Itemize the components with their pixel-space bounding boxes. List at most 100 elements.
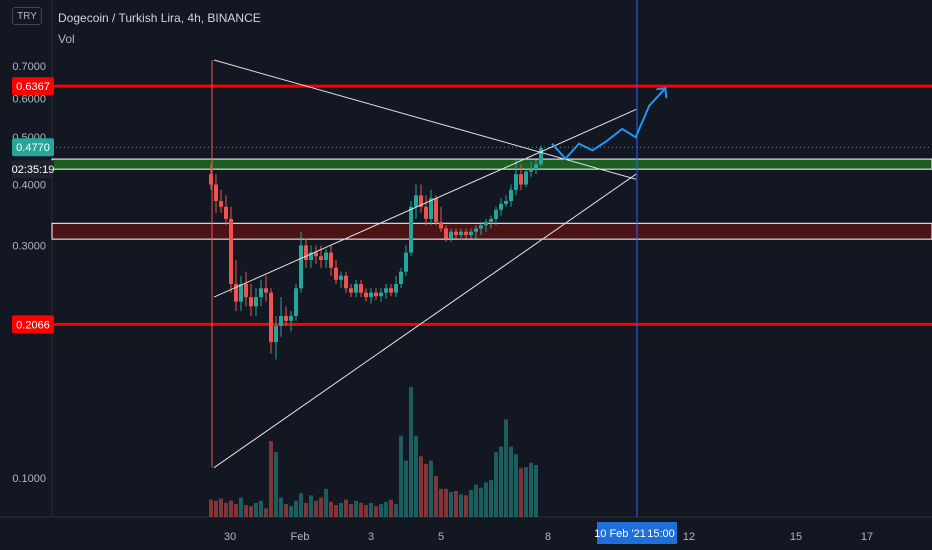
candle-body — [499, 203, 503, 210]
candle-body — [384, 288, 388, 293]
volume-bar — [239, 497, 243, 517]
chart-title: Dogecoin / Turkish Lira, 4h, BINANCE — [58, 11, 261, 25]
candle-body — [264, 288, 268, 293]
candle-body — [419, 195, 423, 207]
candle-body — [234, 283, 238, 302]
y-tick-label: 0.1000 — [12, 473, 46, 485]
candle-body — [274, 326, 278, 343]
volume-bar — [309, 495, 313, 517]
candle-body — [399, 271, 403, 284]
candle-body — [249, 297, 253, 307]
volume-bar — [514, 454, 518, 517]
volume-bar — [299, 493, 303, 517]
y-tick-label: 0.6000 — [12, 94, 46, 106]
volume-bar — [479, 487, 483, 517]
volume-bar — [404, 460, 408, 517]
volume-bar — [284, 504, 288, 517]
candle-body — [329, 252, 333, 268]
volume-bar — [319, 497, 323, 517]
price-tag-resistance: 0.6367 — [16, 81, 50, 93]
candle-body — [319, 256, 323, 261]
volume-bar — [519, 468, 523, 517]
volume-bar — [399, 435, 403, 517]
volume-bar — [274, 452, 278, 517]
volume-bar — [259, 500, 263, 517]
candle-body — [224, 206, 228, 219]
candle-body — [374, 292, 378, 297]
volume-bar — [224, 502, 228, 517]
volume-bar — [249, 506, 253, 517]
volume-bar — [364, 505, 368, 517]
candle-body — [479, 225, 483, 229]
volume-bar — [409, 387, 413, 517]
candle-body — [424, 206, 428, 219]
x-tick-label: 30 — [224, 531, 236, 543]
candle-body — [504, 200, 508, 204]
candle-body — [239, 283, 243, 302]
candle-body — [349, 288, 353, 293]
candle-body — [529, 169, 533, 172]
candle-body — [344, 275, 348, 289]
x-tick-label: 15 — [790, 531, 802, 543]
currency-badge[interactable]: TRY — [12, 7, 42, 25]
volume-bar — [254, 502, 258, 517]
candle-body — [304, 245, 308, 261]
candle-body — [509, 189, 513, 201]
crosshair-tag-bg — [597, 522, 677, 544]
candle-body — [439, 222, 443, 229]
candle-body — [314, 252, 318, 257]
candle-body — [494, 209, 498, 219]
volume-bar — [264, 508, 268, 517]
volume-bar — [499, 446, 503, 517]
candle-body — [254, 297, 258, 307]
candle-body — [414, 195, 418, 207]
volume-bar — [334, 505, 338, 517]
x-tick-label: 17 — [861, 531, 873, 543]
volume-bar — [469, 489, 473, 517]
volume-bar — [324, 488, 328, 517]
x-tick-label: 5 — [438, 531, 444, 543]
volume-bar — [339, 502, 343, 517]
candle-body — [339, 275, 343, 280]
candle-body — [434, 198, 438, 223]
candle-body — [469, 231, 473, 236]
volume-bar — [289, 506, 293, 517]
candle-body — [454, 231, 458, 236]
volume-bar — [434, 475, 438, 517]
projection-arrowhead — [656, 87, 668, 99]
volume-bar — [474, 484, 478, 517]
volume-bar — [374, 506, 378, 517]
candle-body — [209, 174, 213, 185]
candle-body — [214, 184, 218, 201]
volume-bar — [244, 505, 248, 517]
volume-bar — [484, 482, 488, 517]
candle-body — [324, 252, 328, 261]
candle-body — [309, 252, 313, 261]
candle-body — [474, 228, 478, 232]
candle-body — [459, 231, 463, 236]
volume-bar — [234, 504, 238, 517]
candle-body — [334, 267, 338, 280]
volume-bar — [209, 499, 213, 517]
volume-bar — [429, 460, 433, 517]
candle-body — [409, 206, 413, 253]
volume-bar — [534, 465, 538, 517]
candle-body — [229, 218, 233, 284]
volume-bar — [269, 441, 273, 517]
volume-bar — [214, 500, 218, 517]
candle-body — [444, 228, 448, 239]
y-tick-label: 0.7000 — [12, 61, 46, 73]
candle-body — [289, 315, 293, 321]
price-tag-resistance-bg — [12, 77, 54, 96]
candle-body — [464, 231, 468, 236]
candle-body — [484, 222, 488, 226]
volume-bar — [349, 504, 353, 517]
candle-body — [429, 198, 433, 219]
price-tag-last-bg — [12, 138, 54, 157]
projection-path — [551, 87, 667, 161]
candle-body — [379, 292, 383, 297]
channel-upper — [213, 109, 637, 298]
volume-bar — [529, 462, 533, 517]
volume-bar — [314, 500, 318, 517]
